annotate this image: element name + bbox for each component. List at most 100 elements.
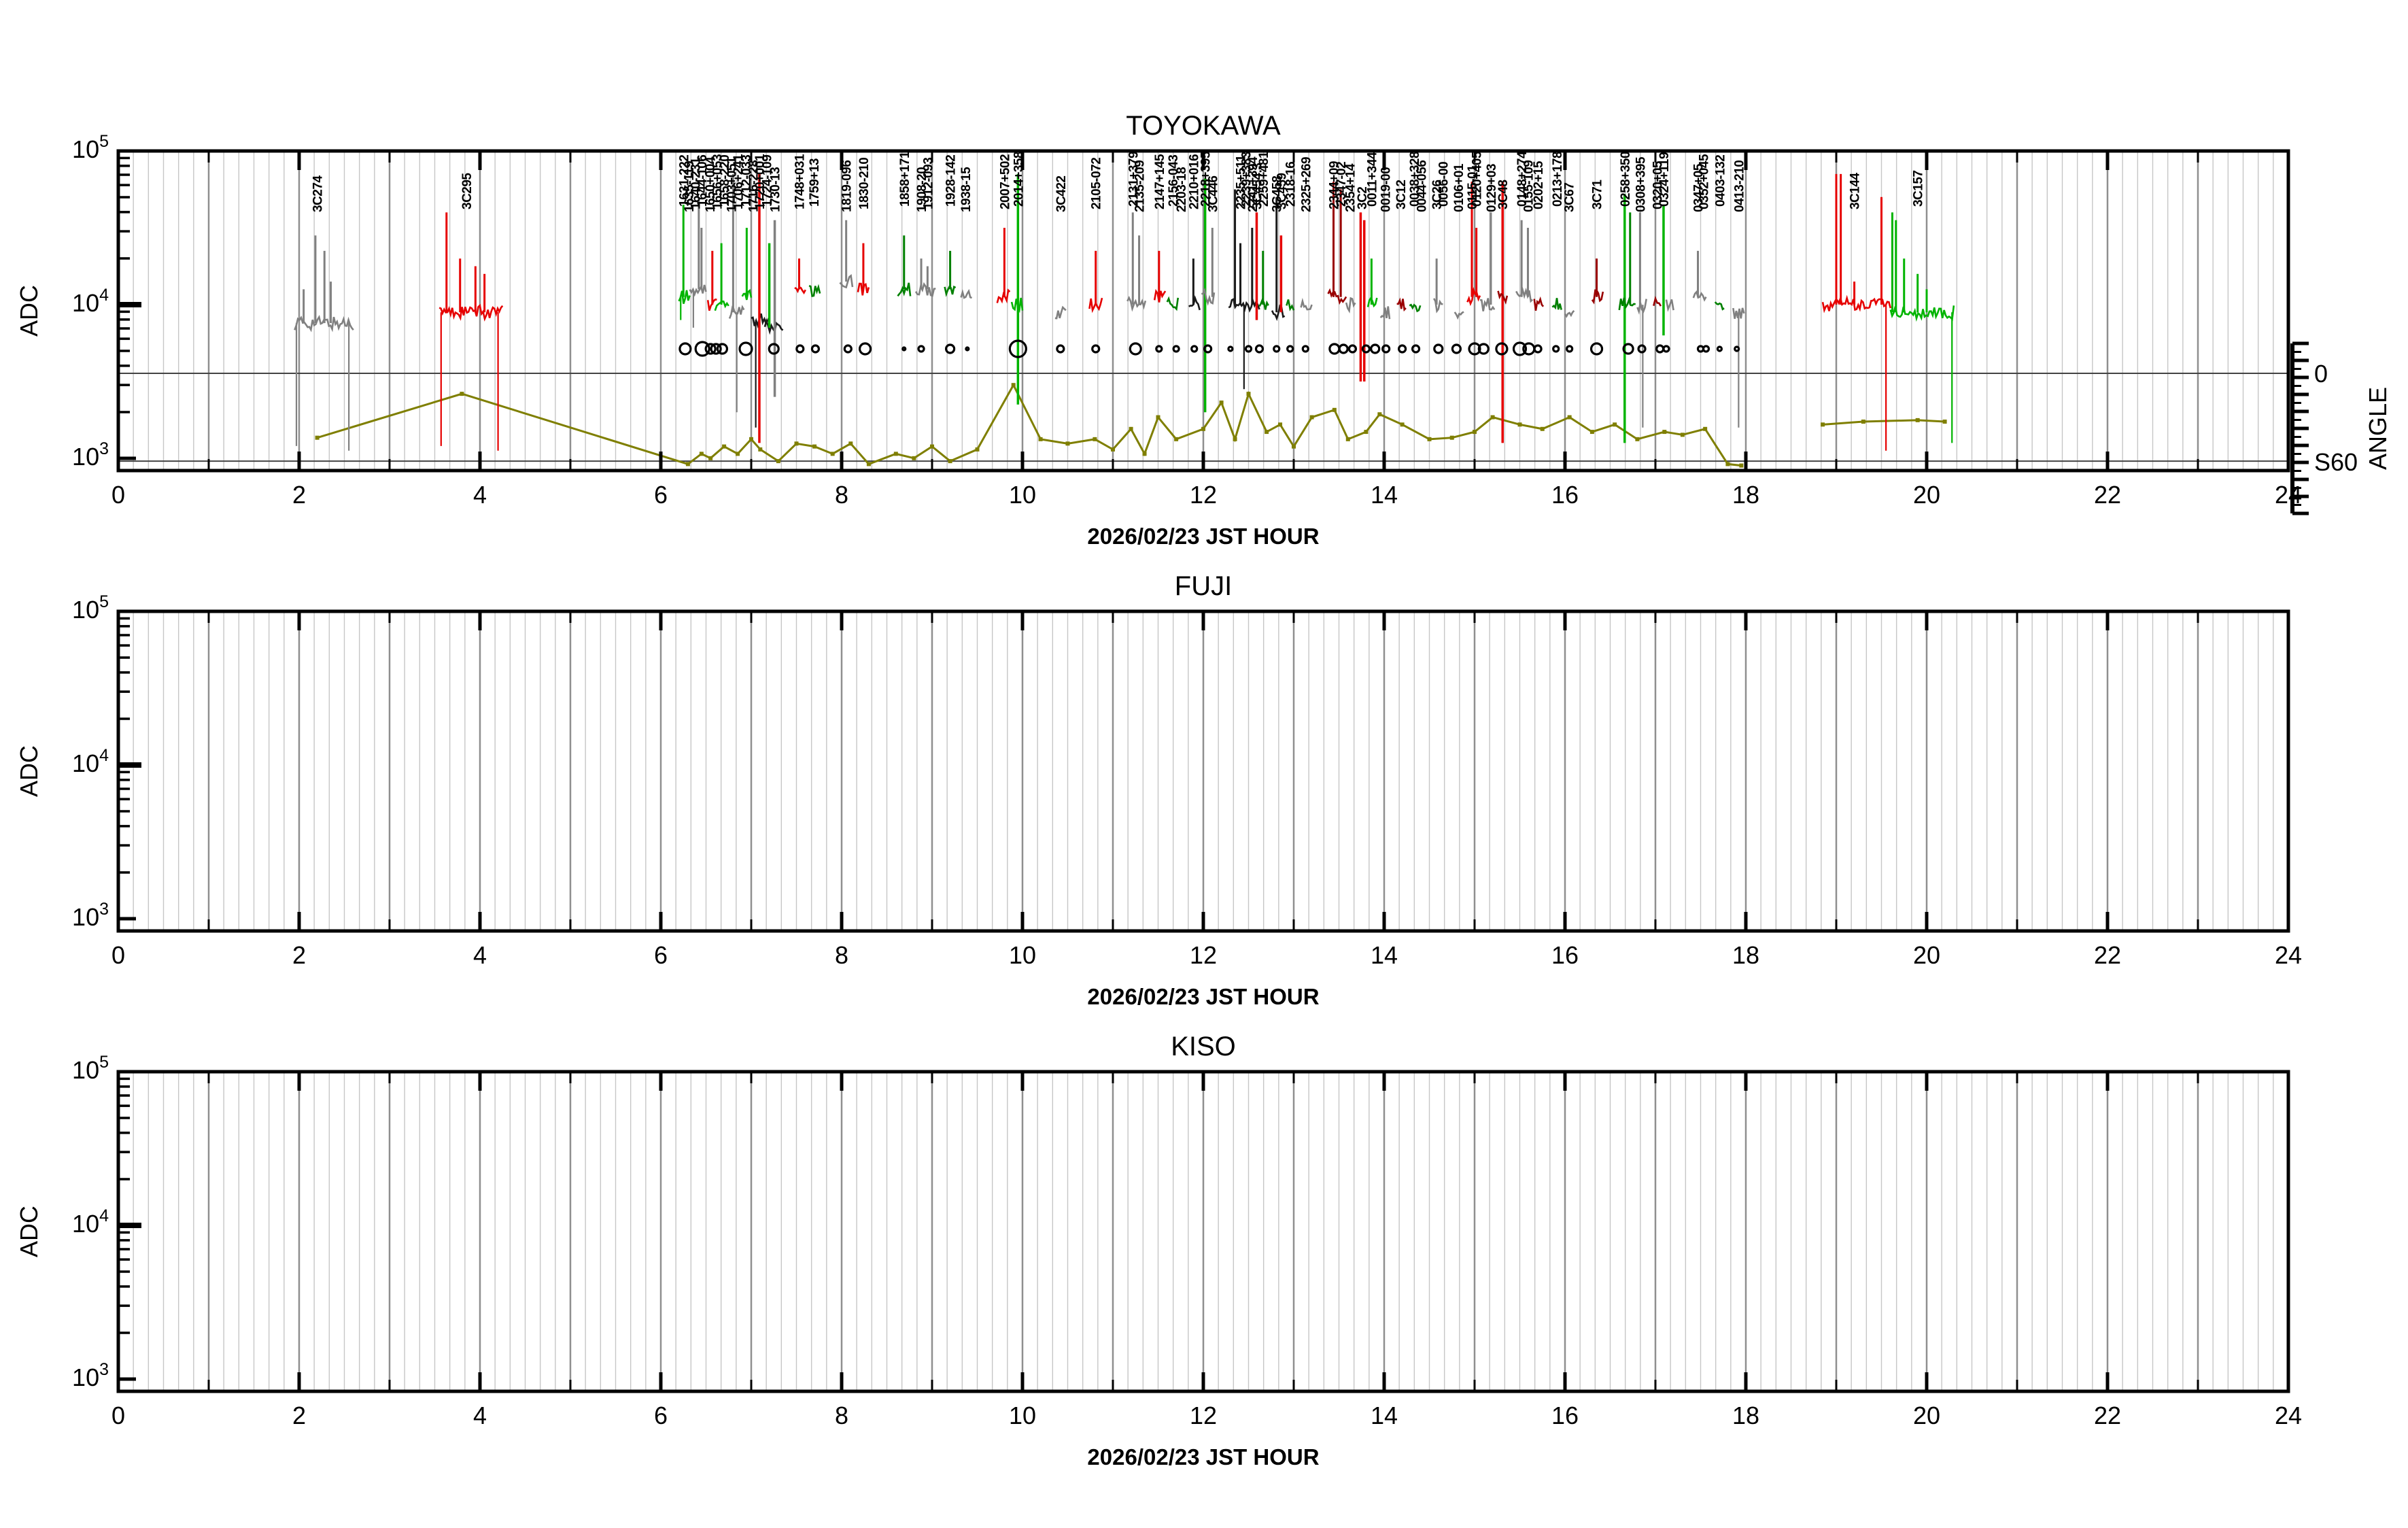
observation-circle — [1254, 344, 1265, 354]
x-tick-label: 8 — [835, 941, 848, 969]
source-label: 1716-228 — [747, 160, 761, 212]
angle-trace — [1822, 419, 1945, 426]
trace-baseline — [1466, 287, 1481, 307]
source-label: 0352+045 — [1697, 154, 1711, 209]
source-label: 2105-072 — [1090, 158, 1104, 209]
trace-baseline — [1479, 298, 1496, 311]
x-tick-label: 20 — [1913, 481, 1940, 509]
angle-trace-point — [1680, 432, 1685, 437]
x-tick-label: 14 — [1371, 1402, 1398, 1429]
trace-baseline — [1271, 304, 1286, 322]
source-label: 2259+481 — [1257, 151, 1271, 207]
source-label: 1912-093 — [921, 158, 935, 209]
panel-title: FUJI — [1175, 571, 1232, 601]
trace-baseline — [857, 282, 870, 296]
source-label: 1706+241 — [732, 154, 746, 209]
observation-circle — [1172, 345, 1180, 353]
source-label: 2007+502 — [998, 154, 1012, 209]
trace-baseline — [741, 289, 753, 301]
source-label: 2325+269 — [1299, 157, 1313, 212]
source-label: 2347-02 — [1335, 162, 1349, 207]
observation-circle — [1716, 345, 1723, 352]
x-tick-label: 0 — [111, 481, 125, 509]
angle-trace-point — [1725, 462, 1730, 466]
angle-trace-point — [1129, 426, 1133, 431]
x-tick-label: 10 — [1009, 941, 1036, 969]
angle-trace-point — [1174, 437, 1179, 441]
angle-trace-point — [736, 452, 740, 456]
observation-circle — [716, 343, 729, 355]
observation-circle — [1655, 344, 1665, 354]
observation-circle — [1552, 345, 1560, 353]
panel-title: KISO — [1171, 1032, 1236, 1062]
angle-trace-point — [1201, 426, 1205, 431]
observation-circle — [1702, 345, 1710, 353]
x-tick-label: 20 — [1913, 941, 1940, 969]
observation-circle — [1734, 345, 1740, 352]
angle-trace-point — [1635, 437, 1640, 441]
x-tick-label: 16 — [1551, 941, 1579, 969]
angle-axis-label: ANGLE — [2364, 387, 2392, 470]
x-tick-label: 22 — [2094, 481, 2121, 509]
observation-circle — [858, 342, 872, 356]
angle-trace-point — [1703, 426, 1708, 431]
angle-trace-point — [1490, 415, 1495, 420]
x-tick-label: 4 — [473, 941, 487, 969]
trace-baseline — [1821, 294, 1892, 313]
angle-trace-point — [1111, 447, 1115, 452]
angle-trace-point — [699, 452, 704, 456]
trace-baseline — [689, 284, 707, 297]
x-tick-label: 24 — [2275, 941, 2302, 969]
angle-trace-point — [975, 447, 980, 452]
angle-trace-point — [1662, 430, 1667, 435]
source-label: 0056-00 — [1437, 162, 1451, 207]
observation-circle — [738, 341, 753, 356]
observation-circle — [1622, 343, 1634, 355]
source-label: 2354+14 — [1343, 163, 1358, 212]
observation-circle — [1244, 345, 1253, 353]
trace-baseline — [678, 290, 691, 304]
observation-circle — [1566, 345, 1574, 353]
observation-circle — [678, 342, 692, 356]
x-tick-label: 12 — [1190, 941, 1217, 969]
angle-trace-point — [1219, 401, 1224, 405]
x-tick-label: 22 — [2094, 941, 2121, 969]
trace-baseline — [960, 288, 973, 299]
y-axis-title: ADC — [15, 745, 43, 797]
angle-trace-point — [1332, 407, 1337, 412]
observation-circle — [768, 343, 780, 355]
source-label: 1858+171 — [898, 151, 912, 207]
observation-circle — [1370, 343, 1381, 354]
trace-baseline — [1201, 287, 1216, 306]
trace-baseline — [1286, 299, 1295, 311]
x-tick-label: 12 — [1190, 481, 1217, 509]
angle-trace-point — [1613, 422, 1617, 427]
source-label: 0347+05 — [1692, 163, 1706, 212]
angle-trace-point — [848, 441, 853, 446]
observation-circle — [704, 343, 717, 355]
x-tick-label: 22 — [2094, 1402, 2121, 1429]
observation-circle — [1273, 345, 1281, 353]
x-tick-label: 10 — [1009, 481, 1036, 509]
observation-circle — [1433, 343, 1444, 354]
x-tick-label: 4 — [473, 481, 487, 509]
angle-trace-point — [722, 444, 727, 449]
observation-circle — [1589, 342, 1604, 356]
observation-circle — [1477, 343, 1490, 355]
observation-circle — [1286, 345, 1294, 353]
observation-circle — [1008, 339, 1027, 358]
angle-trace-point — [1011, 383, 1016, 388]
source-label: 3C274 — [311, 175, 326, 212]
source-label: 1712-033 — [740, 155, 754, 207]
panel-content: 3C274 3C295 1631-2221635-1191640-2311644-1… — [118, 151, 2288, 468]
angle-trace-point — [866, 462, 871, 466]
source-label: 3C67 — [1562, 183, 1577, 212]
source-label: 0403-132 — [1713, 155, 1727, 207]
angle-tick-zero: 0 — [2314, 360, 2328, 388]
source-label: 0213+178 — [1551, 152, 1565, 207]
source-label: 0155-109 — [1521, 160, 1536, 212]
angle-trace-point — [315, 435, 320, 440]
source-label: 0011+344 — [1365, 152, 1379, 207]
